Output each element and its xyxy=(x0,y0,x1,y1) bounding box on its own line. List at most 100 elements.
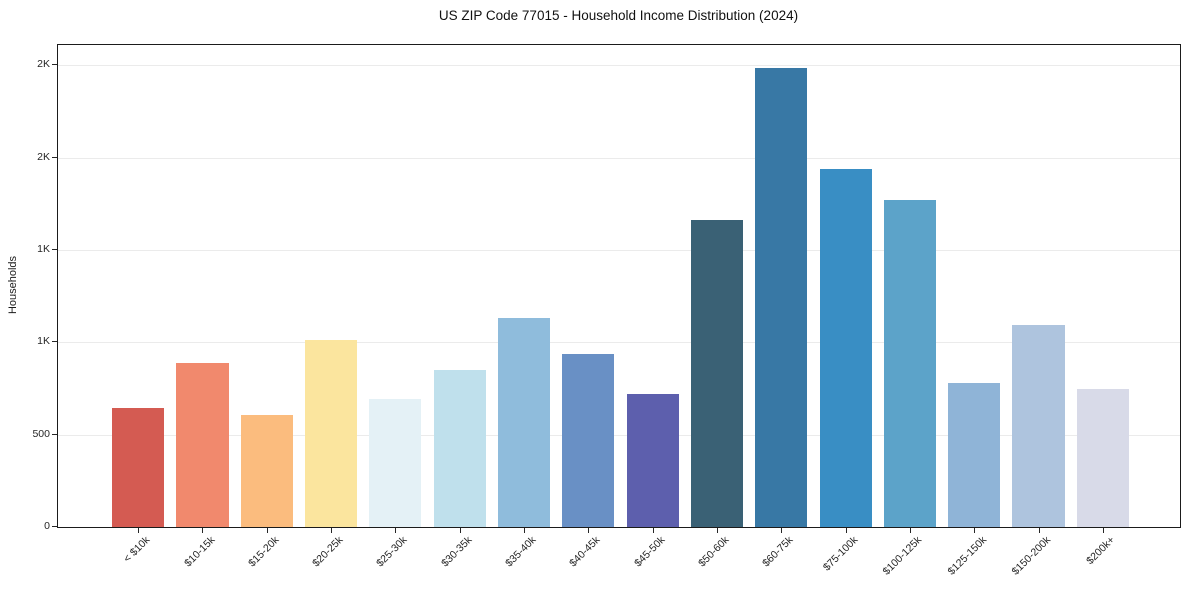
x-tick-label: $10-15k xyxy=(181,534,217,570)
y-tick-mark xyxy=(52,433,57,435)
bar-slot xyxy=(1006,45,1070,533)
x-tick-label: $60-75k xyxy=(760,534,796,570)
gridline xyxy=(58,157,1180,159)
x-label-slot: $60-75k xyxy=(748,532,812,588)
bar xyxy=(176,362,229,527)
x-tick-mark xyxy=(331,528,333,533)
x-tick-label: $100-125k xyxy=(880,534,925,578)
x-tick-mark xyxy=(459,528,461,533)
x-tick-label: < $10k xyxy=(121,534,153,565)
y-tick-label: 1K xyxy=(37,242,50,255)
x-label-slot: $15-20k xyxy=(234,532,298,588)
x-tick-mark xyxy=(845,528,847,533)
x-tick-mark xyxy=(781,528,783,533)
bar xyxy=(562,354,615,527)
x-label-slot: $30-35k xyxy=(427,532,491,588)
bar-slot xyxy=(749,45,813,533)
bar xyxy=(948,382,1001,527)
bar xyxy=(690,219,743,527)
x-tick-label: $30-35k xyxy=(438,534,475,570)
bar xyxy=(369,398,422,527)
x-label-slot: $35-40k xyxy=(491,532,555,588)
bar xyxy=(883,200,936,527)
x-tick-label: $20-25k xyxy=(310,534,346,570)
bars xyxy=(58,45,1180,533)
bar-slot xyxy=(235,45,299,533)
x-tick-label: $45-50k xyxy=(631,534,668,570)
y-tick-label: 2K xyxy=(37,150,50,163)
bar-slot xyxy=(942,45,1006,533)
x-label-slot: $150-200k xyxy=(1005,532,1069,588)
y-tick-label: 0 xyxy=(44,520,50,532)
x-tick-label: $125-150k xyxy=(945,534,989,578)
x-tick-label: $40-45k xyxy=(567,534,603,570)
x-tick-label: $25-30k xyxy=(374,534,410,570)
bar xyxy=(1012,324,1065,527)
x-tick-mark xyxy=(1102,528,1104,533)
bar-slot xyxy=(106,45,170,533)
gridline xyxy=(58,434,1180,436)
bar xyxy=(1076,389,1129,527)
bar-slot xyxy=(299,45,363,533)
bar-slot xyxy=(1071,45,1135,533)
y-tick-mark xyxy=(52,248,57,250)
x-tick-label: $50-60k xyxy=(696,534,732,570)
x-tick-label: $150-200k xyxy=(1009,534,1054,578)
y-tick-label: 2K xyxy=(37,58,50,71)
y-tick-label: 1K xyxy=(37,335,50,348)
x-tick-label: $35-40k xyxy=(503,534,539,570)
bar xyxy=(626,394,679,527)
plot-area xyxy=(57,44,1181,533)
gridline xyxy=(58,249,1180,251)
x-label-slot: $100-125k xyxy=(877,532,941,588)
x-tick-mark xyxy=(909,528,911,533)
x-label-slot: $20-25k xyxy=(298,532,362,588)
y-tick-mark xyxy=(52,526,57,527)
x-tick-mark xyxy=(202,528,204,533)
chart-title: US ZIP Code 77015 - Household Income Dis… xyxy=(438,8,799,23)
bar-slot xyxy=(813,45,877,533)
x-tick-mark xyxy=(974,528,976,533)
x-label-slot: $45-50k xyxy=(620,532,684,588)
bar-slot xyxy=(621,45,685,533)
x-label-slot: < $10k xyxy=(105,532,169,588)
bar xyxy=(305,340,358,527)
x-label-slot: $125-150k xyxy=(941,532,1005,588)
x-tick-label: $15-20k xyxy=(245,534,282,570)
y-tick-mark xyxy=(52,156,57,158)
x-tick-mark xyxy=(1038,528,1040,533)
bar xyxy=(433,370,486,527)
x-tick-mark xyxy=(395,528,397,533)
bar xyxy=(819,168,872,527)
x-axis-labels: < $10k $10-15k $15-20k $20-25k $25-30k $30-35… xyxy=(57,532,1179,588)
bar-slot xyxy=(492,45,556,533)
x-tick-mark xyxy=(588,528,590,533)
x-label-slot: $50-60k xyxy=(684,532,748,588)
bar xyxy=(497,318,551,527)
x-label-slot: $10-15k xyxy=(169,532,233,588)
y-tick-label: 500 xyxy=(32,427,50,440)
x-tick-label: $200k+ xyxy=(1084,534,1118,568)
y-axis-title: Households xyxy=(7,255,19,315)
x-tick-mark xyxy=(524,528,526,533)
y-tick-mark xyxy=(52,64,57,66)
gridline xyxy=(58,65,1180,67)
bar-slot xyxy=(556,45,620,533)
x-tick-mark xyxy=(716,528,718,533)
y-tick-mark xyxy=(52,341,57,343)
bar-slot xyxy=(363,45,427,533)
x-label-slot: $200k+ xyxy=(1070,532,1134,588)
x-tick-mark xyxy=(652,528,654,533)
bar-slot xyxy=(428,45,492,533)
bar xyxy=(112,407,165,527)
bar-slot xyxy=(685,45,749,533)
bar xyxy=(755,68,808,527)
bar-slot xyxy=(170,45,234,533)
bar-slot xyxy=(878,45,942,533)
x-tick-mark xyxy=(138,528,140,533)
x-tick-label: $75-100k xyxy=(820,534,861,574)
x-label-slot: $75-100k xyxy=(812,532,876,588)
x-tick-mark xyxy=(266,528,268,533)
gridline xyxy=(58,342,1180,344)
